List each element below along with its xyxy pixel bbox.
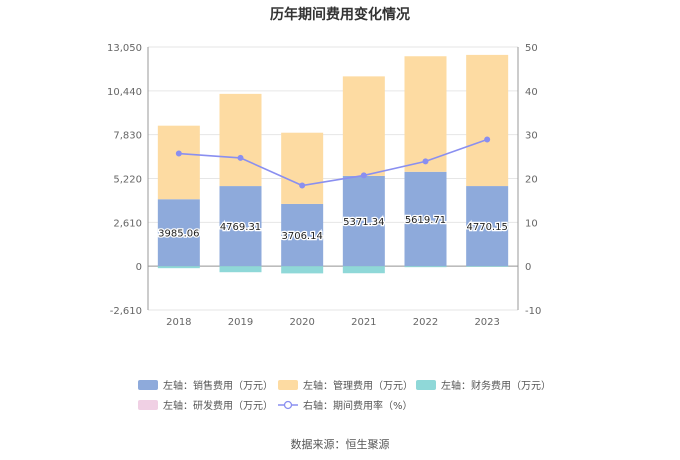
y-left-tick-label: 2,610 <box>113 218 142 229</box>
y-right-tick-label: 20 <box>525 175 538 186</box>
y-right-tick-label: 10 <box>525 218 538 229</box>
bar-data-label: 4769.31 <box>220 222 261 233</box>
bar-segment <box>404 171 447 267</box>
y-left-tick-label: 7,830 <box>113 131 142 142</box>
legend-label: 左轴：财务费用（万元） <box>441 379 551 392</box>
bar-data-label: 5619.71 <box>405 215 446 226</box>
bar-data-label: 3985.06 <box>158 229 199 240</box>
bar-segment <box>281 203 324 267</box>
rate-point <box>175 150 182 157</box>
rate-point <box>237 154 244 161</box>
legend-label: 左轴：管理费用（万元） <box>303 379 413 392</box>
rate-point <box>422 158 429 165</box>
x-tick-label: 2020 <box>289 317 314 328</box>
bar-segment <box>404 56 447 172</box>
bar-segment <box>281 266 324 274</box>
bar-segment <box>219 266 262 273</box>
y-right-tick-label: 0 <box>525 262 531 273</box>
bar-data-label: 5371.34 <box>343 217 384 228</box>
bar-segment <box>157 266 200 269</box>
data-source: 数据来源：恒生聚源 <box>290 438 390 451</box>
bar-segment <box>219 93 262 187</box>
legend-swatch <box>138 380 158 390</box>
y-right-tick-label: 50 <box>525 43 538 54</box>
rate-line <box>178 138 488 187</box>
bar-segment <box>342 266 385 274</box>
bar-segment <box>157 199 200 267</box>
y-left-tick-label: -2,610 <box>110 306 142 317</box>
bar-segment <box>466 186 509 267</box>
bar-segment <box>466 266 509 267</box>
y-left-tick-label: 10,440 <box>107 87 142 98</box>
y-right-tick-label: -10 <box>525 306 541 317</box>
bar-data-label: 4770.15 <box>466 222 507 233</box>
y-left-tick-label: 13,050 <box>107 43 142 54</box>
rate-point <box>484 136 491 143</box>
rate-point <box>360 172 367 179</box>
legend-swatch <box>138 400 158 410</box>
x-tick-label: 2022 <box>413 317 438 328</box>
y-right-tick-label: 40 <box>525 87 538 98</box>
bar-segment <box>404 266 447 268</box>
chart-title: 历年期间费用变化情况 <box>270 7 410 23</box>
legend-label: 左轴：研发费用（万元） <box>163 399 273 412</box>
legend-label: 左轴：销售费用（万元） <box>163 379 273 392</box>
y-right-tick-label: 30 <box>525 131 538 142</box>
x-tick-label: 2023 <box>474 317 499 328</box>
legend-marker <box>283 400 293 410</box>
bar-segment <box>342 76 385 176</box>
bar-segment <box>157 125 200 200</box>
legend-swatch <box>416 380 436 390</box>
x-tick-label: 2021 <box>351 317 376 328</box>
bar-segment <box>466 54 509 187</box>
rate-point <box>299 182 306 189</box>
bar-data-label: 3706.14 <box>281 231 322 242</box>
legend-swatch <box>278 380 298 390</box>
chart-plot: 13,050 50 10,440 40 7,830 30 5,220 20 2,610 10 0 0 -… <box>107 43 551 412</box>
y-left-tick-label: 0 <box>136 262 142 273</box>
x-tick-label: 2019 <box>228 317 253 328</box>
y-left-tick-label: 5,220 <box>113 175 142 186</box>
bar-segment <box>281 132 324 204</box>
legend-label: 右轴：期间费用率（%） <box>303 399 413 412</box>
bar-segment <box>342 175 385 267</box>
bar-segment <box>219 186 262 267</box>
x-tick-label: 2018 <box>166 317 191 328</box>
